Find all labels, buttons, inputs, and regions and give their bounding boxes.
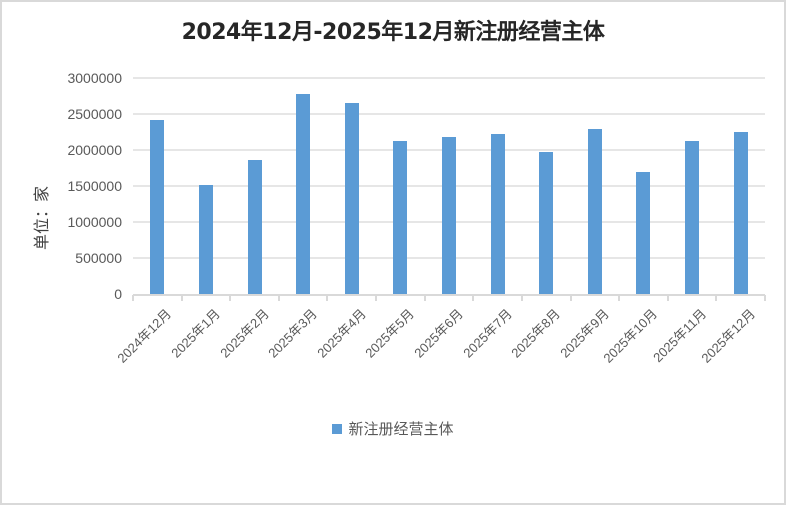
x-tick-mark bbox=[180, 295, 183, 301]
x-tick-mark bbox=[326, 295, 329, 301]
bar[interactable] bbox=[733, 132, 748, 294]
bar[interactable] bbox=[685, 141, 700, 294]
y-tick-label: 2000000 bbox=[67, 142, 122, 158]
x-tick-mark bbox=[375, 295, 378, 301]
y-tick-label: 1000000 bbox=[67, 214, 122, 230]
y-tick-label: 500000 bbox=[75, 250, 122, 266]
legend-label: 新注册经营主体 bbox=[348, 420, 454, 438]
y-tick-label: 2500000 bbox=[67, 106, 122, 122]
x-axis-line bbox=[133, 294, 765, 296]
bar[interactable] bbox=[490, 134, 505, 294]
bar[interactable] bbox=[247, 160, 262, 294]
x-tick-mark bbox=[715, 295, 718, 301]
bar[interactable] bbox=[442, 137, 456, 294]
y-tick-label: 3000000 bbox=[67, 70, 122, 86]
x-tick-mark bbox=[132, 295, 134, 301]
bar[interactable] bbox=[636, 171, 651, 294]
x-tick-mark bbox=[277, 295, 280, 301]
x-tick-mark bbox=[569, 295, 572, 301]
x-tick-mark bbox=[764, 295, 766, 301]
y-tick-label: 1500000 bbox=[67, 178, 122, 194]
x-tick-mark bbox=[423, 295, 426, 301]
legend[interactable]: 新注册经营主体 bbox=[0, 418, 786, 439]
bar[interactable] bbox=[198, 184, 213, 294]
bar[interactable] bbox=[344, 103, 359, 294]
x-tick-mark bbox=[229, 295, 232, 301]
x-tick-mark bbox=[520, 295, 523, 301]
y-tick-label: 0 bbox=[114, 286, 122, 302]
gridline bbox=[133, 77, 765, 79]
bar[interactable] bbox=[296, 94, 311, 294]
chart-title: 2024年12月-2025年12月新注册经营主体 bbox=[181, 20, 605, 45]
bar[interactable] bbox=[587, 129, 602, 294]
bar[interactable] bbox=[150, 120, 165, 294]
bar[interactable] bbox=[539, 151, 554, 294]
x-tick-mark bbox=[666, 295, 669, 301]
x-tick-mark bbox=[618, 295, 621, 301]
gridline bbox=[133, 113, 765, 115]
x-tick-mark bbox=[472, 295, 475, 301]
legend-swatch-icon bbox=[332, 423, 343, 434]
bar[interactable] bbox=[393, 141, 408, 294]
